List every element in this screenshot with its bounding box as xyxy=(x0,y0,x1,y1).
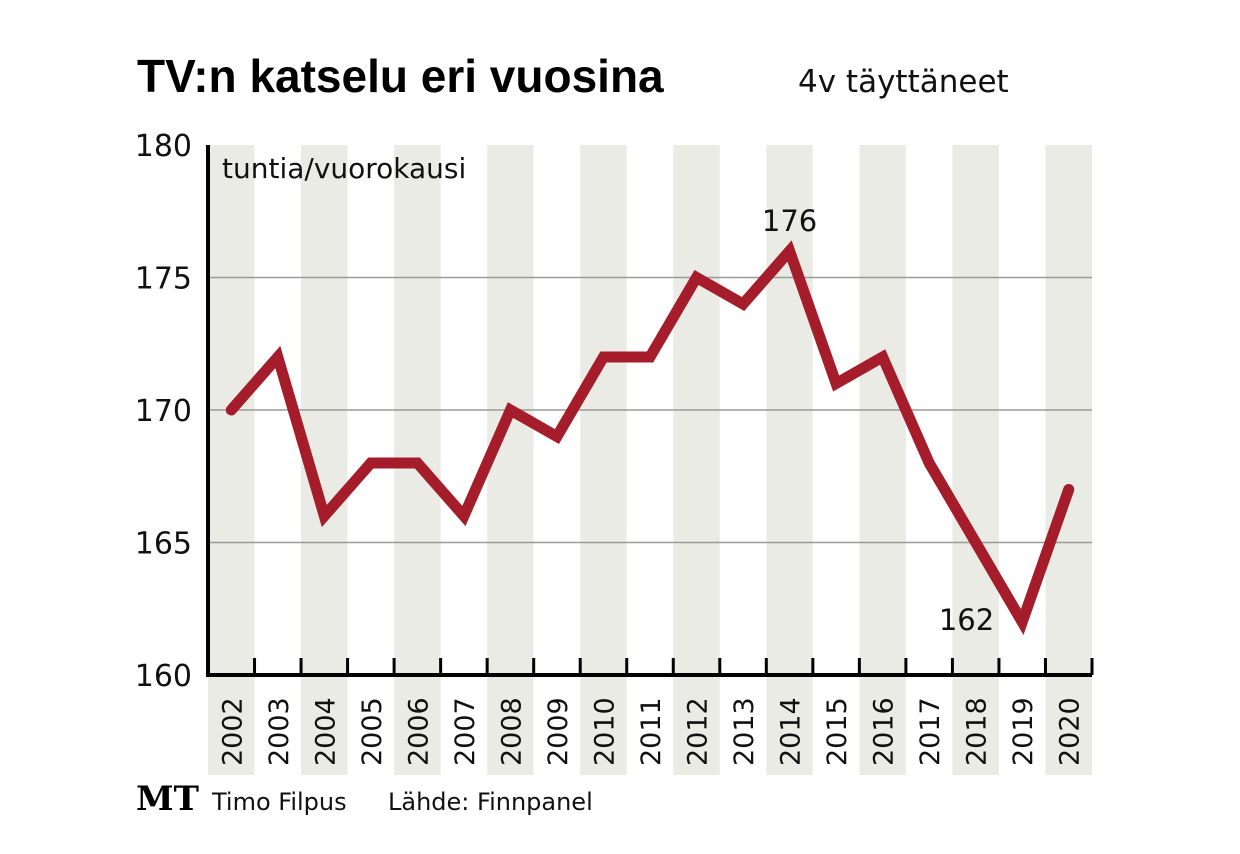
x-tick-label: 2019 xyxy=(1008,697,1039,766)
x-tick-label: 2005 xyxy=(357,697,388,766)
column-stripe xyxy=(208,145,255,775)
column-stripe xyxy=(1045,145,1092,775)
column-stripe xyxy=(487,145,534,775)
column-stripe xyxy=(580,145,627,775)
data-label: 162 xyxy=(939,603,994,637)
y-tick-label: 175 xyxy=(135,262,192,297)
x-tick-label: 2016 xyxy=(869,697,900,766)
x-tick-label: 2013 xyxy=(729,697,760,766)
x-tick-label: 2006 xyxy=(403,697,434,766)
x-tick-label: 2015 xyxy=(822,697,853,766)
x-tick-label: 2020 xyxy=(1055,697,1086,766)
source-credit: Lähde: Finnpanel xyxy=(388,788,593,816)
x-tick-label: 2009 xyxy=(543,697,574,766)
x-tick-label: 2018 xyxy=(962,697,993,766)
x-tick-label: 2012 xyxy=(683,697,714,766)
data-line xyxy=(225,240,1075,636)
mt-logo: MT xyxy=(136,779,199,819)
x-tick-label: 2014 xyxy=(776,697,807,766)
y-axis-unit-label: tuntia/vuorokausi xyxy=(222,152,466,185)
y-tick-label: 180 xyxy=(135,129,192,164)
x-tick-label: 2007 xyxy=(450,697,481,766)
x-tick-label: 2003 xyxy=(264,697,295,766)
column-stripe xyxy=(859,145,906,775)
x-tick-label: 2002 xyxy=(217,697,248,766)
column-stripe xyxy=(952,145,999,775)
column-stripe xyxy=(673,145,720,775)
data-label: 176 xyxy=(762,204,817,238)
y-tick-label: 165 xyxy=(135,527,192,562)
column-stripe xyxy=(766,145,813,775)
x-tick-label: 2011 xyxy=(636,697,667,766)
author-credit: Timo Filpus xyxy=(211,788,347,816)
chart-title: TV:n katselu eri vuosina xyxy=(137,50,664,102)
x-tick-label: 2004 xyxy=(310,697,341,766)
y-tick-label: 170 xyxy=(135,394,192,429)
y-tick-label: 160 xyxy=(135,659,192,694)
x-tick-label: 2017 xyxy=(915,697,946,766)
x-tick-label: 2010 xyxy=(589,697,620,766)
x-tick-label: 2008 xyxy=(496,697,527,766)
chart-subtitle: 4v täyttäneet xyxy=(798,64,1009,100)
